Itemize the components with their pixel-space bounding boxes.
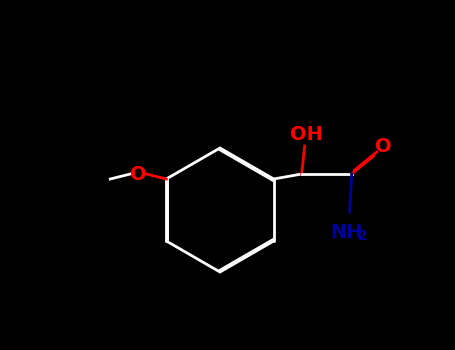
Text: OH: OH bbox=[290, 125, 323, 144]
Text: O: O bbox=[375, 136, 392, 155]
Text: O: O bbox=[130, 164, 147, 183]
Text: 2: 2 bbox=[358, 229, 368, 243]
Text: NH: NH bbox=[330, 223, 363, 241]
